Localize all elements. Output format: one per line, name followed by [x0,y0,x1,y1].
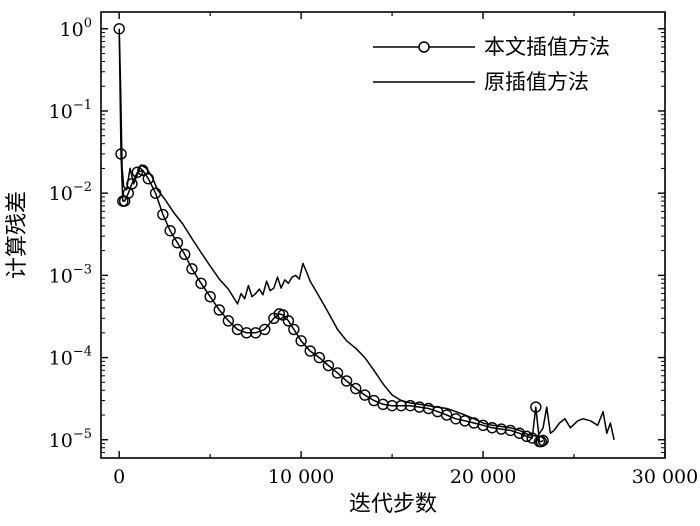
data-point-series-1 [171,236,184,249]
y-tick-label: 10−1 [49,98,92,123]
series-line-2 [118,28,615,440]
y-axis-title: 计算残差 [5,191,30,279]
data-point-series-1 [259,323,271,336]
data-point-series-1 [530,401,542,413]
data-point-series-1 [204,291,216,303]
data-point-series-1 [535,435,547,448]
legend-label-series-1: 本文插值方法 [484,35,610,59]
data-point-series-1 [213,304,225,316]
data-point-series-1 [164,224,176,237]
legend: 本文插值方法 原插值方法 [373,35,610,94]
data-point-series-1 [195,277,207,290]
legend-marker-series-1 [418,41,430,53]
data-point-series-1 [386,399,398,412]
x-axis-title: 迭代步数 [349,492,437,517]
data-point-series-1 [282,315,295,327]
data-point-series-1 [322,359,335,372]
axes [100,11,666,459]
data-point-series-1 [178,248,191,261]
data-point-series-1 [304,345,316,357]
x-tick-label: 30 000 [632,466,698,488]
data-point-series-1 [288,323,300,336]
data-point-series-1 [340,375,353,387]
data-point-series-1 [295,335,307,347]
data-point-series-1 [331,367,344,379]
plot-area [113,23,615,448]
plot-frame [100,11,666,459]
y-tick-label: 10−3 [49,262,92,287]
data-point-series-1 [131,166,144,178]
data-point-series-1 [486,422,498,434]
y-tick-label: 10−5 [49,427,92,452]
y-tick-label: 100 [60,16,92,41]
y-tick-label: 10−2 [49,180,92,205]
data-point-series-1 [157,208,169,221]
data-point-series-1 [240,327,253,339]
x-tick-label: 20 000 [450,466,516,488]
data-point-series-1 [313,351,326,364]
x-tick-label: 0 [113,466,125,488]
legend-label-series-2: 原插值方法 [484,70,589,94]
data-point-series-1 [521,430,533,443]
y-tick-label: 10−4 [49,345,92,370]
data-point-series-1 [186,263,198,275]
data-point-series-1 [359,389,371,401]
data-point-series-1 [537,434,549,447]
tick-labels: 0 10 000 20 000 30 000 10−5 10−4 10−3 10−2 10−1 1… [49,16,699,488]
x-tick-label: 10 000 [268,466,334,488]
tick-marks [101,12,666,458]
data-point-series-1 [222,315,235,327]
data-point-series-1 [350,382,362,395]
series-line-1 [118,28,544,443]
